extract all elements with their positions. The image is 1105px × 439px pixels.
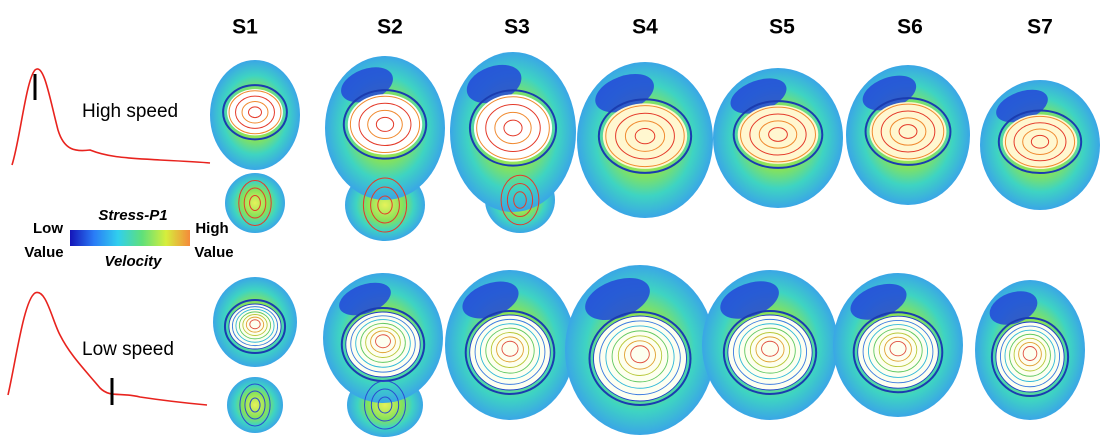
legend-subtitle: Velocity (105, 253, 163, 270)
contour-plot (445, 270, 575, 420)
contour-plot (323, 273, 443, 437)
column-label: S4 (632, 16, 658, 39)
contour-plot (577, 62, 713, 218)
row-label: Low speed (82, 339, 174, 360)
column-label: S1 (232, 16, 258, 39)
legend-high: Value (194, 244, 233, 261)
color-bar (70, 230, 190, 246)
column-label: S6 (897, 16, 923, 39)
legend-low: Low (33, 220, 63, 237)
contour-plot (325, 56, 445, 241)
legend-low: Value (24, 244, 63, 261)
contour-plot (980, 80, 1100, 210)
row-label: High speed (82, 101, 178, 122)
contour-plot (450, 52, 576, 233)
velocity-field (227, 377, 283, 433)
contour-plot (975, 280, 1085, 420)
column-label: S2 (377, 16, 403, 39)
figure: High speed Low speed Stress-P1 Velocity … (0, 0, 1105, 439)
contour-plot (846, 65, 970, 205)
contour-plot (702, 270, 838, 420)
column-label: S3 (504, 16, 530, 39)
contour-plot (210, 60, 300, 233)
contour-plot (565, 265, 715, 435)
column-label: S7 (1027, 16, 1053, 39)
plots (210, 52, 1100, 437)
velocity-field (225, 173, 285, 233)
legend-title: Stress-P1 (98, 207, 167, 224)
legend-high: High (195, 220, 228, 237)
column-label: S5 (769, 16, 795, 39)
contour-plot (833, 273, 963, 417)
contour-plot (713, 68, 843, 208)
contour-plot (213, 277, 297, 433)
